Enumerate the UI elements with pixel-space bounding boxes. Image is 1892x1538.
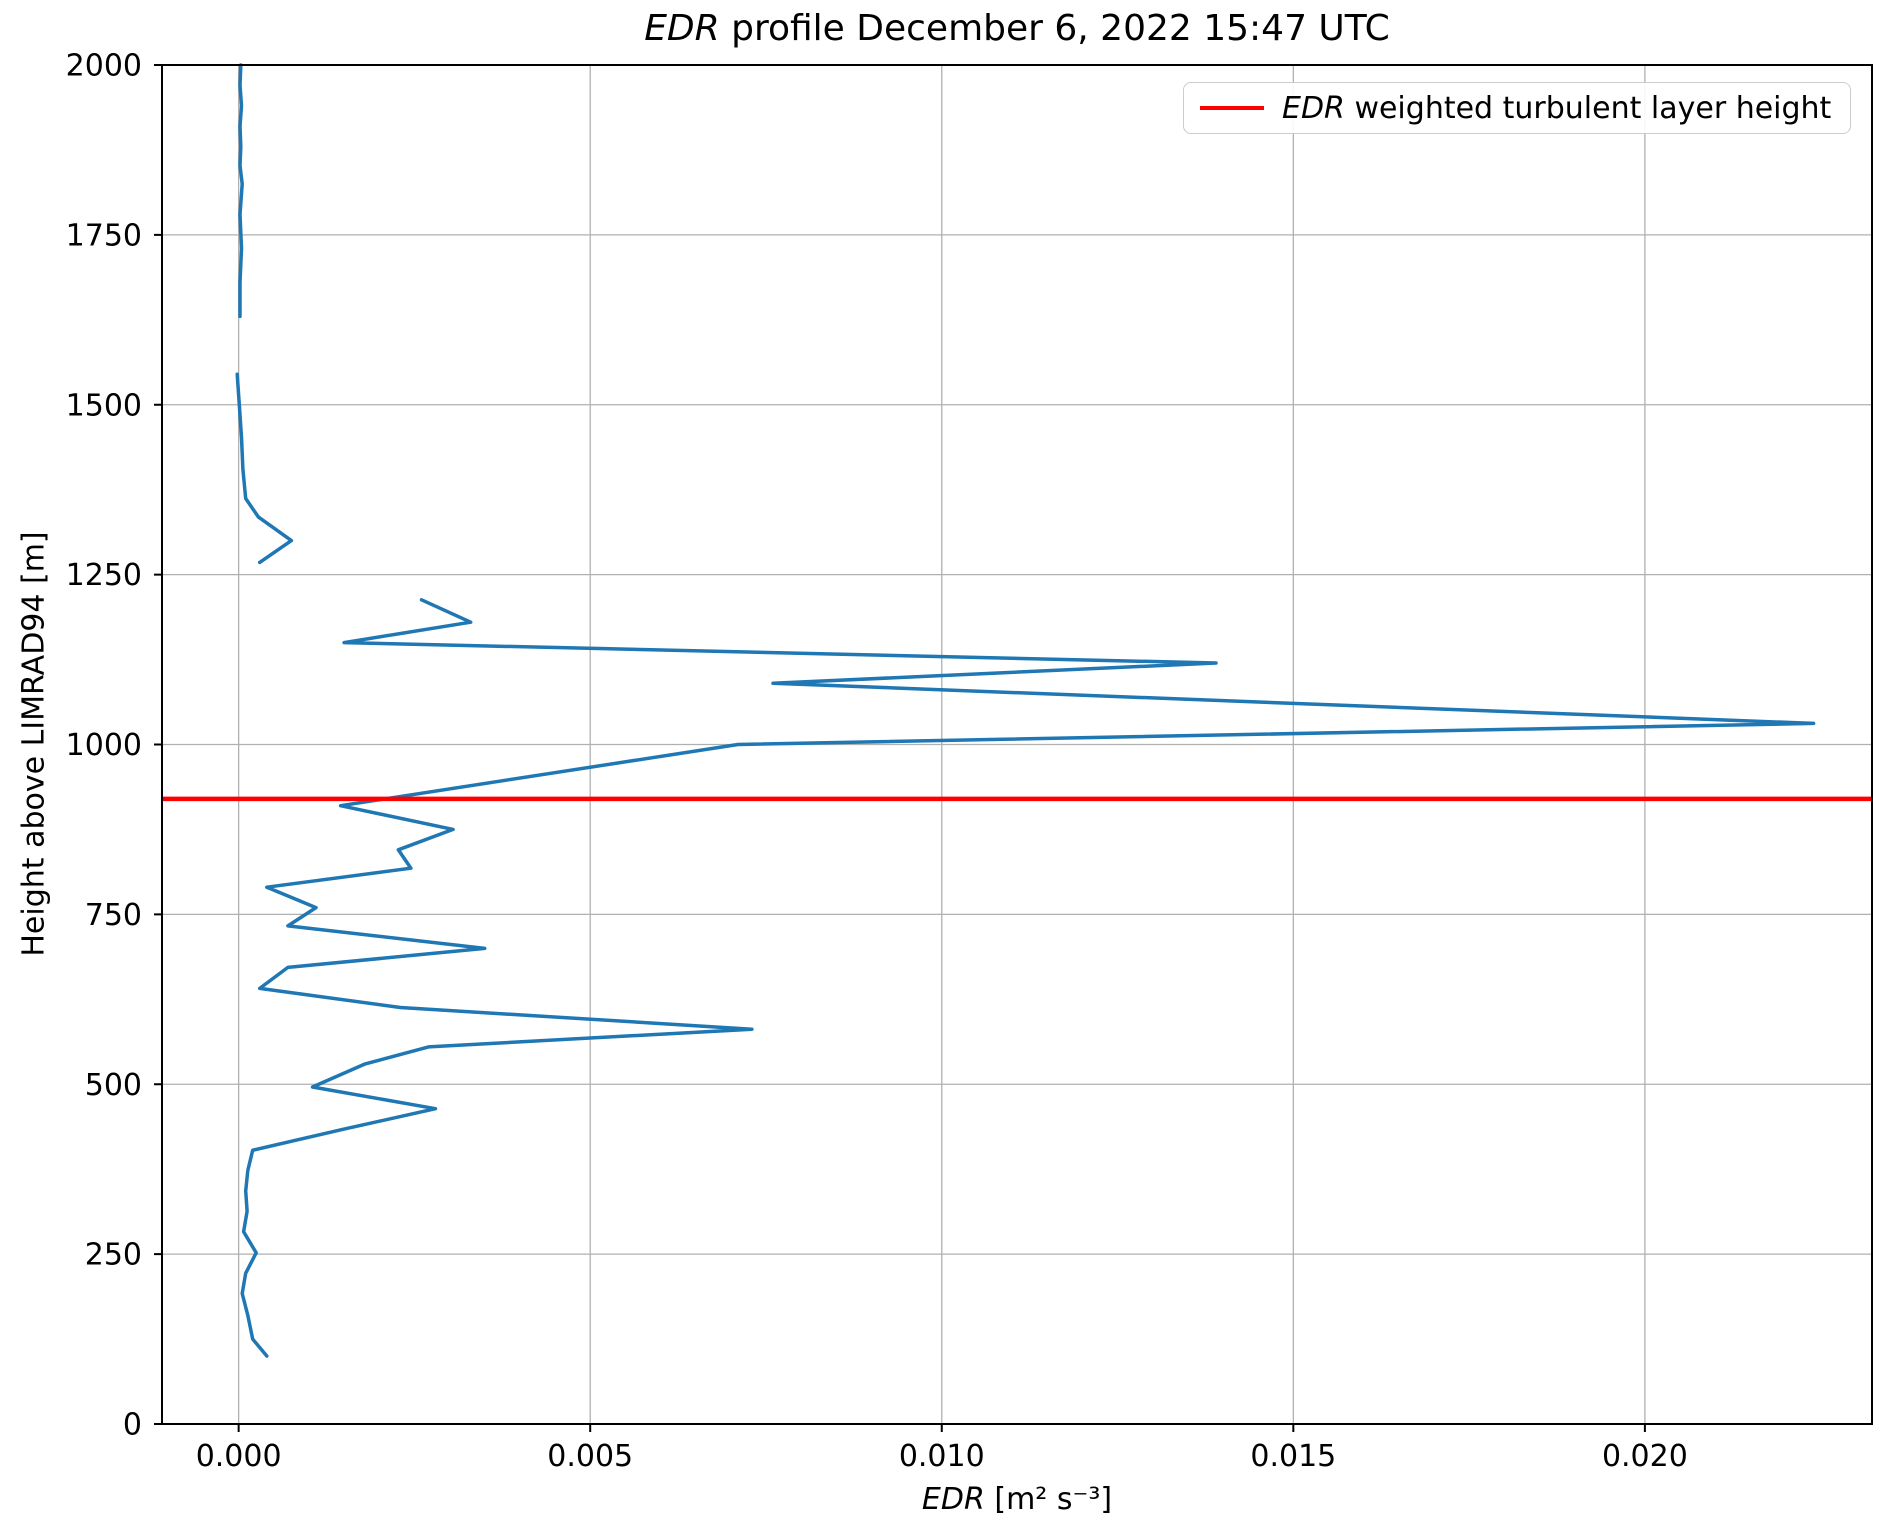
chart-title-rest: profile December 6, 2022 15:47 UTC: [719, 8, 1390, 49]
legend-label-italic: EDR: [1282, 90, 1345, 126]
x-axis-label-italic: EDR: [921, 1482, 985, 1517]
legend-label-rest: weighted turbulent layer height: [1344, 90, 1832, 126]
x-tick-label: 0.020: [1602, 1439, 1688, 1474]
edr-profile-line: [240, 598, 1816, 1358]
chart-title: EDR profile December 6, 2022 15:47 UTC: [162, 6, 1872, 51]
y-tick-label: 750: [85, 898, 142, 933]
x-axis-label: EDR [m² s⁻³]: [162, 1482, 1872, 1517]
y-tick-label: 2000: [66, 49, 142, 84]
edr-profile-line: [235, 372, 294, 565]
y-tick-label: 1750: [66, 218, 142, 253]
chart-title-italic: EDR: [644, 8, 720, 49]
x-tick-label: 0.015: [1250, 1439, 1336, 1474]
edr-profile-line: [238, 63, 244, 319]
y-tick-label: 1250: [66, 558, 142, 593]
y-tick-label: 1500: [66, 388, 142, 423]
legend: EDR weighted turbulent layer height: [1183, 82, 1851, 134]
x-tick-label: 0.010: [899, 1439, 985, 1474]
y-tick-label: 1000: [66, 728, 142, 763]
legend-red-line-sample: [1200, 106, 1264, 110]
y-tick-label: 500: [85, 1068, 142, 1103]
x-tick-label: 0.000: [196, 1439, 282, 1474]
x-axis-label-units: [m² s⁻³]: [984, 1482, 1113, 1517]
x-tick-label: 0.005: [547, 1439, 633, 1474]
legend-label: EDR weighted turbulent layer height: [1282, 91, 1831, 126]
y-tick-label: 0: [123, 1408, 142, 1443]
y-axis-label: Height above LIMRAD94 [m]: [16, 531, 52, 957]
y-tick-label: 250: [85, 1238, 142, 1273]
